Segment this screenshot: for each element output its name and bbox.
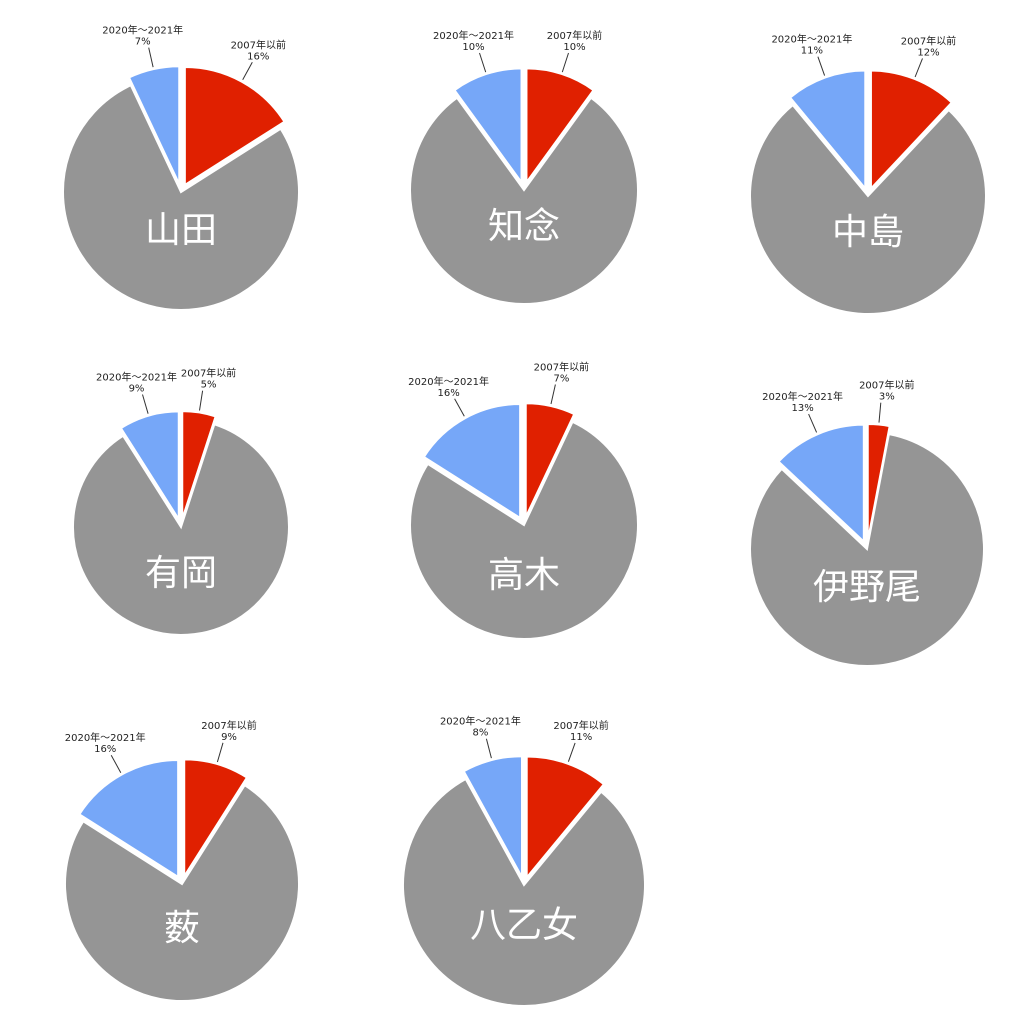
slice-percent-label: 7% bbox=[553, 374, 569, 385]
slice-percent-label: 11% bbox=[570, 732, 592, 743]
pie-slice-2020-2021 bbox=[422, 402, 522, 520]
callout-line bbox=[479, 52, 487, 73]
pie-slice-2020-2021 bbox=[127, 65, 181, 185]
member-name-label: 薮 bbox=[164, 908, 200, 949]
member-name-label: 山田 bbox=[145, 210, 217, 251]
slice-name-label: 2020年〜2021年 bbox=[65, 731, 146, 744]
slice-name-label: 2020年〜2021年 bbox=[96, 371, 177, 384]
slice-name-label: 2020年〜2021年 bbox=[771, 33, 852, 46]
member-name-label: 中島 bbox=[832, 212, 904, 253]
callout-line bbox=[914, 58, 923, 78]
member-name-label: 八乙女 bbox=[470, 905, 578, 946]
callout-line bbox=[878, 402, 882, 423]
slice-name-label: 2020年〜2021年 bbox=[762, 390, 843, 403]
slice-name-label: 2007年以前 bbox=[859, 379, 914, 392]
callout-line bbox=[567, 742, 576, 762]
slice-percent-label: 3% bbox=[879, 392, 895, 403]
pie-slice-before-2007 bbox=[183, 65, 286, 187]
pie-slice-2020-2021 bbox=[462, 755, 524, 878]
pie-slice-before-2007 bbox=[183, 758, 249, 880]
slice-percent-label: 13% bbox=[791, 403, 813, 414]
callout-line bbox=[142, 394, 149, 414]
slice-percent-label: 5% bbox=[201, 380, 217, 391]
pie-slice-before-2007 bbox=[524, 402, 576, 518]
pie-slice-other bbox=[749, 432, 986, 667]
pie-slice-2020-2021 bbox=[77, 758, 180, 879]
slice-percent-label: 11% bbox=[801, 46, 823, 57]
callout-line bbox=[148, 47, 154, 68]
pie-slice-2020-2021 bbox=[777, 423, 865, 544]
slice-percent-label: 16% bbox=[247, 51, 269, 62]
slice-name-label: 2007年以前 bbox=[181, 367, 236, 380]
slice-percent-label: 8% bbox=[472, 728, 488, 739]
pie-slice-other bbox=[72, 423, 290, 636]
slice-name-label: 2020年〜2021年 bbox=[408, 375, 489, 388]
member-name-label: 高木 bbox=[488, 555, 560, 596]
slice-percent-label: 12% bbox=[917, 47, 939, 58]
slice-name-label: 2020年〜2021年 bbox=[102, 24, 183, 37]
pie-slice-before-2007 bbox=[525, 67, 595, 186]
pie-slice-other bbox=[402, 777, 646, 1007]
slice-name-label: 2007年以前 bbox=[553, 719, 608, 732]
pie-slice-other bbox=[409, 96, 639, 305]
slice-name-label: 2007年以前 bbox=[231, 38, 286, 51]
slice-percent-label: 16% bbox=[94, 744, 116, 755]
slice-name-label: 2007年以前 bbox=[901, 34, 956, 47]
pie-slice-other bbox=[62, 83, 300, 311]
callout-line bbox=[550, 384, 556, 405]
callout-line bbox=[485, 738, 492, 759]
pie-slice-before-2007 bbox=[181, 410, 217, 520]
callout-line bbox=[817, 56, 826, 76]
slice-percent-label: 9% bbox=[129, 384, 145, 395]
callout-line bbox=[110, 754, 122, 773]
callout-line bbox=[216, 742, 224, 763]
member-name-label: 有岡 bbox=[145, 553, 217, 594]
pie-slice-other bbox=[64, 783, 300, 1002]
callout-line bbox=[242, 62, 253, 81]
callout-line bbox=[561, 52, 569, 73]
slice-percent-label: 16% bbox=[437, 388, 459, 399]
pie-slice-2020-2021 bbox=[453, 67, 523, 186]
pie-slice-other bbox=[409, 420, 639, 640]
slice-name-label: 2007年以前 bbox=[534, 361, 589, 374]
callout-line bbox=[454, 398, 465, 417]
slice-name-label: 2020年〜2021年 bbox=[433, 29, 514, 42]
member-name-label: 伊野尾 bbox=[813, 567, 921, 608]
callout-line bbox=[808, 413, 818, 433]
slice-name-label: 2007年以前 bbox=[547, 29, 602, 42]
slice-percent-label: 10% bbox=[563, 42, 585, 53]
slice-percent-label: 9% bbox=[221, 732, 237, 743]
member-name-label: 知念 bbox=[488, 206, 560, 247]
pie-slice-other bbox=[749, 103, 987, 315]
pie-slice-before-2007 bbox=[869, 69, 954, 192]
pie-slice-2020-2021 bbox=[788, 69, 867, 192]
slice-name-label: 2007年以前 bbox=[201, 719, 256, 732]
callout-line bbox=[199, 390, 204, 411]
slice-name-label: 2020年〜2021年 bbox=[440, 715, 521, 728]
pie-slice-2020-2021 bbox=[119, 410, 180, 523]
pie-slice-before-2007 bbox=[525, 755, 606, 881]
slice-percent-label: 7% bbox=[135, 37, 151, 48]
slice-percent-label: 10% bbox=[462, 42, 484, 53]
